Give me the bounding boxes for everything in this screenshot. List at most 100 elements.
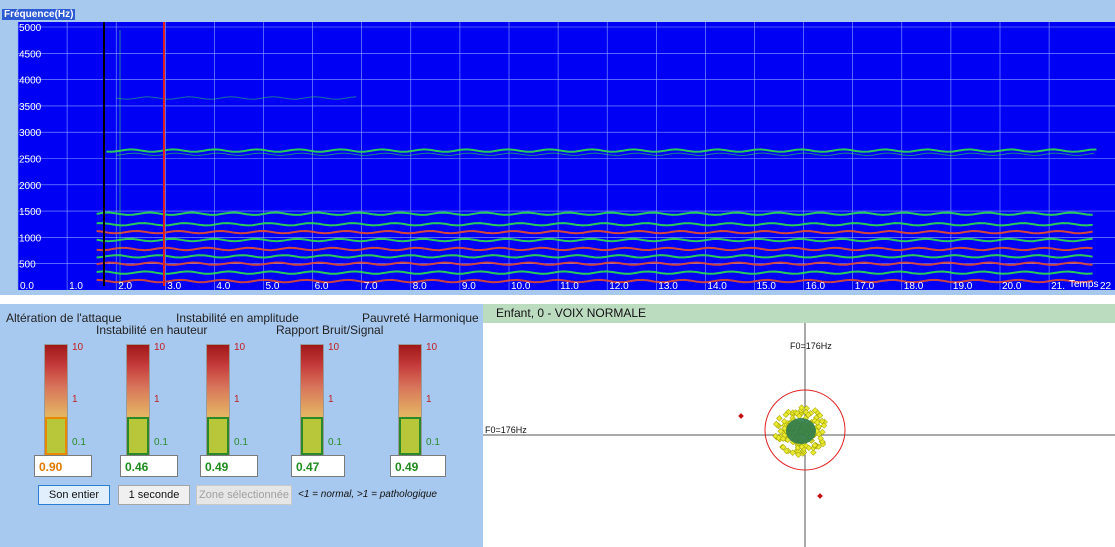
scatter-point [798,443,805,450]
gauge-scale-top: 10 [328,342,340,353]
gauge-scale-top: 10 [72,342,84,353]
time-tick-label: 18.0 [904,281,924,292]
time-tick-label: 20.0 [1002,281,1022,292]
f0-horizontal-label: F0=176Hz [485,425,527,435]
harmonic-poverty-gauge [398,344,422,456]
frequency-tick-label: 500 [19,260,36,271]
amplitude-instability-gauge [206,344,230,456]
frequency-tick-label: 4500 [19,49,42,60]
f0-vertical-label: F0=176Hz [790,341,832,351]
noise-signal-ratio-value: 0.47 [291,455,345,477]
time-tick-label: 2.0 [118,281,132,292]
attack-alteration-value: 0.90 [34,455,92,477]
header-pitch-instability: Instabilité en hauteur [96,323,208,337]
time-tick-label: 7.0 [364,281,378,292]
gauge-scale-bottom: 0.1 [328,437,342,448]
voice-indicators-panel: Altération de l'attaque Instabilité en h… [0,304,483,547]
harmonic-trace [116,152,1095,157]
scatter-point [798,404,805,411]
harmonic-trace [96,229,1093,235]
scatter-point [810,449,817,456]
scatter-point [781,425,788,432]
time-tick-label: 8.0 [413,281,427,292]
pitch-instability-gauge-level [127,417,149,455]
selected-zone-button[interactable]: Zone sélectionnée [196,485,292,505]
time-tick-label: 4.0 [216,281,230,292]
time-tick-label: 11.0 [560,281,579,292]
pitch-instability-value: 0.46 [120,455,178,477]
time-axis-trailing-tick: 22 [1100,281,1112,292]
time-tick-label: 13.0 [658,281,678,292]
normal-pathological-legend: <1 = normal, >1 = pathologique [298,489,437,500]
time-tick-label: 17.0 [855,281,875,292]
time-tick-label: 12.0 [609,281,629,292]
frequency-tick-label: 4000 [19,76,42,87]
gauge-scale-top: 10 [154,342,166,353]
header-attack-alteration: Altération de l'attaque [6,311,122,325]
harmonic-poverty-gauge-level [399,417,421,455]
scatter-point [820,422,828,429]
attack-alteration-gauge [44,344,68,456]
gauge-scale-bottom: 0.1 [234,437,248,448]
noise-signal-ratio-gauge [300,344,324,456]
time-axis-label: Temps [1069,279,1098,290]
header-harmonic-poverty: Pauvreté Harmonique [362,311,479,325]
scatter-point [776,415,783,422]
harmonic-trace [96,270,1093,275]
scatter-point [816,412,824,419]
gauge-scale-mid: 1 [234,394,240,405]
scatter-point [795,448,802,455]
spectrogram-plot-area [18,22,1115,290]
frequency-axis-title: Fréquence(Hz) [2,9,76,20]
time-tick-label: 15.0 [757,281,777,292]
harmonic-poverty-value: 0.49 [390,455,446,477]
f0-scatter-plot[interactable]: F0=176Hz F0=176Hz [483,323,1115,547]
scatter-point [805,411,812,419]
gauge-scale-mid: 1 [328,394,334,405]
scatter-point [775,434,782,442]
noise-signal-ratio-gauge-level [301,417,323,455]
gauge-scale-top: 10 [234,342,246,353]
attack-alteration-gauge-level [45,417,67,455]
scatter-point [818,417,826,425]
scatter-point [773,420,780,428]
frequency-tick-label: 3000 [19,128,42,139]
harmonic-trace [96,278,1093,284]
frequency-tick-label: 1500 [19,207,42,218]
harmonic-trace [96,254,1093,259]
gauge-scale-bottom: 0.1 [154,437,168,448]
harmonic-trace [96,246,1093,252]
pitch-instability-gauge [126,344,150,456]
gauge-scale-mid: 1 [426,394,432,405]
harmonic-trace [96,237,1093,243]
time-tick-label: 21. [1051,281,1065,292]
harmonic-trace [106,148,1097,153]
scatter-point [811,442,818,449]
gauge-scale-bottom: 0.1 [426,437,440,448]
amplitude-instability-value: 0.49 [200,455,258,477]
scatter-point [811,407,819,414]
scatter-point [789,449,796,456]
scatter-point [817,435,824,442]
full-sound-button[interactable]: Son entier [38,485,110,505]
one-second-button[interactable]: 1 seconde [118,485,190,505]
scatter-core-cluster [786,418,816,444]
header-noise-signal-ratio: Rapport Bruit/Signal [276,323,384,337]
harmonic-trace [96,222,1093,227]
frequency-tick-label: 1000 [19,233,42,244]
scatter-point [803,405,810,412]
amplitude-instability-gauge-level [207,417,229,455]
time-tick-label: 1.0 [69,281,83,292]
harmonic-trace [96,261,1093,266]
outlier-point [738,413,744,419]
patient-header: Enfant, 0 - VOIX NORMALE [483,304,1115,323]
spectrogram-panel[interactable]: 5000 4500 4000 3500 3000 2500 2000 1500 1000 500 … [0,0,1115,295]
spectrogram-view[interactable]: 500045004000350030002500200015001000500 … [0,0,1115,295]
frequency-tick-label: 5000 [19,23,42,34]
harmonic-trace [96,211,1093,216]
scatter-point [781,418,788,425]
scatter-point [780,444,787,451]
time-tick-label: 9.0 [462,281,476,292]
reference-circle [764,389,846,471]
scatter-point [796,412,803,420]
